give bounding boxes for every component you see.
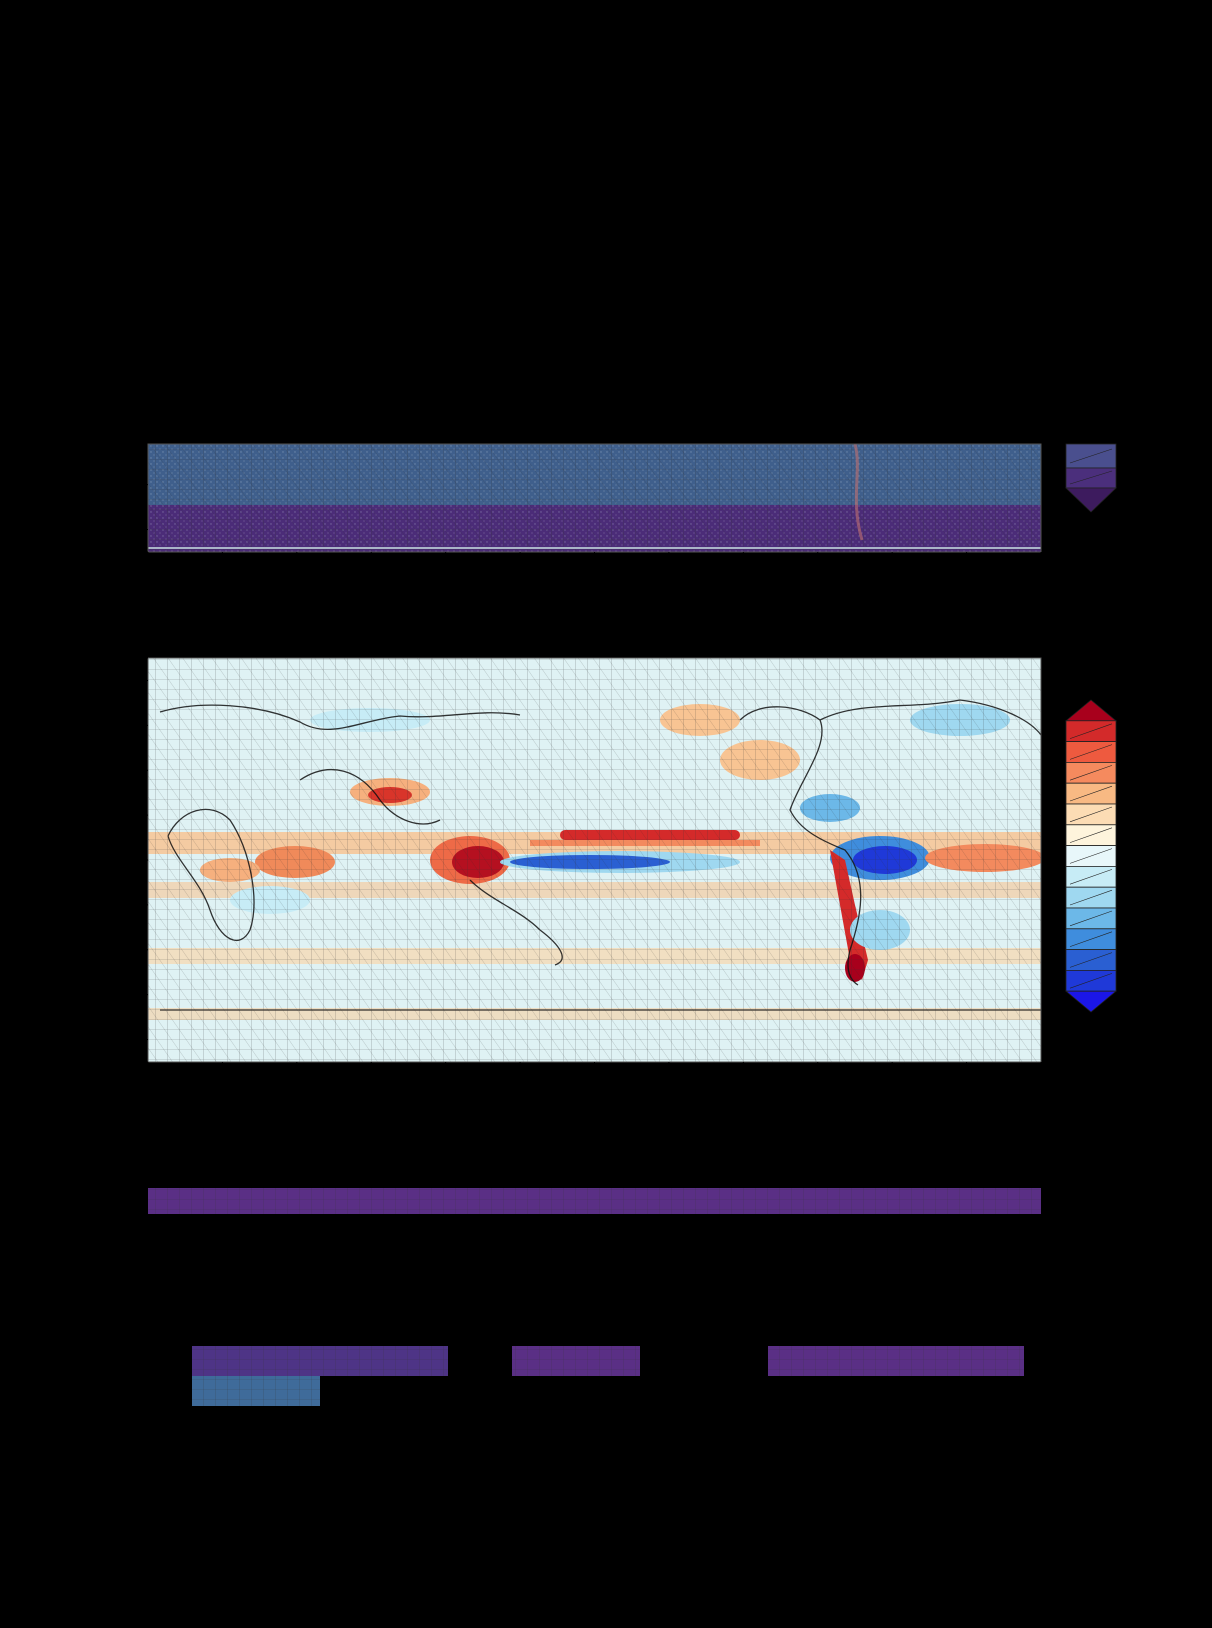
top-x-tick-label: 90E	[355, 566, 387, 586]
main-map-units: mm/day	[967, 633, 1037, 653]
colorbar-hatch-line	[1069, 785, 1113, 802]
stat-mean-label: Mean	[1058, 606, 1110, 628]
colorbar-hatch-line	[1069, 848, 1113, 864]
colorbar-hatch-line	[1069, 931, 1113, 947]
colorbar-hatch-line	[1069, 765, 1113, 781]
main-y-tick-label: 90S	[106, 1053, 138, 1073]
top-colorbar	[1065, 443, 1117, 513]
main-x-tick-label: 120W	[719, 1076, 768, 1096]
colorbar-label: -3.0	[1124, 929, 1161, 951]
colorbar-label: -1.0	[1124, 888, 1161, 910]
main-y-tick-label: 40N	[104, 761, 138, 781]
colorbar-hatch-line	[1069, 910, 1113, 927]
colorbar-hatch-line	[1069, 827, 1113, 843]
top-x-tick-label: 30W	[947, 566, 986, 586]
colorbar-label: -4.0	[1124, 950, 1161, 972]
main-map-title: Model - Obs.	[530, 629, 661, 653]
stat-corr-value: 0.85	[1163, 1076, 1205, 1098]
top-colorbar-label: 0.2	[1124, 467, 1154, 489]
main-y-tick-label: 80N	[104, 671, 138, 691]
colorbar-label: -6.0	[1124, 992, 1161, 1014]
main-x-tick-label: 120E	[424, 1076, 467, 1096]
main-x-tick-label: 90E	[355, 1076, 387, 1096]
top-x-tick-label: 60E	[281, 566, 313, 586]
main-colorbar	[1064, 699, 1118, 1013]
main-x-tick-label: 60E	[281, 1076, 313, 1096]
main-x-tick-label: 30E	[206, 1076, 238, 1096]
top-x-tick-label: 90W	[799, 566, 838, 586]
top-x-tick-label: 0	[1036, 566, 1047, 586]
main-y-axis-label: lat	[82, 851, 102, 873]
main-x-axis-label: lon	[582, 1099, 608, 1119]
colorbar-hatch-line	[1069, 952, 1113, 968]
colorbar-label: -0.5	[1124, 867, 1161, 889]
top-y-tick-label: 80S	[106, 521, 138, 541]
top-colorbar-label: 0.5	[1124, 448, 1154, 470]
stat-max-value: 10.88	[1151, 581, 1205, 603]
main-y-tick-label: 40S	[106, 941, 138, 961]
top-colorbar-label: 0.0	[1124, 486, 1154, 508]
colorbar-swatch	[1064, 990, 1118, 1013]
main-y-tick-label: 60S	[106, 986, 138, 1006]
main-x-tick-label: 150W	[644, 1076, 693, 1096]
top-map-south-america-tip	[853, 444, 864, 541]
top-x-tick-label: 120E	[424, 566, 467, 586]
main-x-tick-label: 180W	[570, 1076, 619, 1096]
colorbar-label: 0.0	[1124, 846, 1154, 868]
colorbar-label: 6.0	[1124, 700, 1154, 722]
colorbar-label: 5.0	[1124, 721, 1154, 743]
main-y-tick-label: 60N	[104, 716, 138, 736]
top-x-tick-label: 30E	[206, 566, 238, 586]
stat-rmse-value: 1.20	[1163, 1051, 1205, 1073]
top-y-tick-label: 90S	[106, 543, 138, 563]
colorbar-hatch-line	[1069, 744, 1113, 760]
top-x-tick-label: 150W	[644, 566, 693, 586]
colorbar-swatch	[1064, 699, 1118, 722]
colorbar-hatch-line	[1069, 869, 1113, 885]
main-x-tick-label: 150E	[498, 1076, 541, 1096]
stat-rmse-label: RMSE	[1058, 1051, 1112, 1073]
top-y-tick-label: 60S	[106, 476, 138, 496]
colorbar-label: 0.5	[1124, 825, 1154, 847]
main-y-tick-label: Eq	[116, 851, 138, 871]
main-x-tick-label: 60W	[873, 1076, 912, 1096]
main-y-tick-label: 20S	[106, 896, 138, 916]
top-x-tick-label: 60W	[873, 566, 912, 586]
colorbar-hatch-line	[1069, 973, 1113, 989]
colorbar-hatch-line	[1069, 889, 1113, 906]
main-y-tick-label: 20N	[104, 806, 138, 826]
top-x-axis-label: lon	[582, 589, 608, 609]
top-x-tick-label: 0	[143, 566, 154, 586]
top-y-tick-partial: 40S	[98, 433, 130, 453]
colorbar-label: 4.0	[1124, 742, 1154, 764]
stat-min-label: Min	[1058, 630, 1092, 652]
stat-min-value: -5.81	[1156, 630, 1205, 652]
colorbar-label: -2.0	[1124, 908, 1161, 930]
main-y-tick-label: 90N	[104, 649, 138, 669]
main-x-tick-label: 0	[143, 1076, 154, 1096]
main-x-tick-label: 30W	[947, 1076, 986, 1096]
main-x-tick-label: 0	[1036, 1076, 1047, 1096]
colorbar-label: 2.0	[1124, 784, 1154, 806]
top-x-tick-label: 180W	[570, 566, 619, 586]
top-x-tick-label: 150E	[498, 566, 541, 586]
colorbar-hatch-line	[1069, 806, 1113, 823]
colorbar-label: -5.0	[1124, 971, 1161, 993]
colorbar-label: 1.0	[1124, 804, 1154, 826]
main-y-tick-label: 80S	[106, 1031, 138, 1051]
colorbar-label: 3.0	[1124, 763, 1154, 785]
stat-corr-label: CORR	[1058, 1076, 1113, 1098]
stat-max-label: Max	[1058, 581, 1097, 603]
top-x-tick-label: 120W	[719, 566, 768, 586]
main-x-tick-label: 90W	[799, 1076, 838, 1096]
lower-remnants	[148, 1188, 1041, 1406]
colorbar-hatch-line	[1069, 723, 1113, 739]
main-map-panel: Model - Obs. mm/day	[82, 629, 1205, 1119]
stat-mean-value: 0.45	[1163, 606, 1205, 628]
top-colorbar-label-partial: 1.0	[1124, 431, 1154, 453]
